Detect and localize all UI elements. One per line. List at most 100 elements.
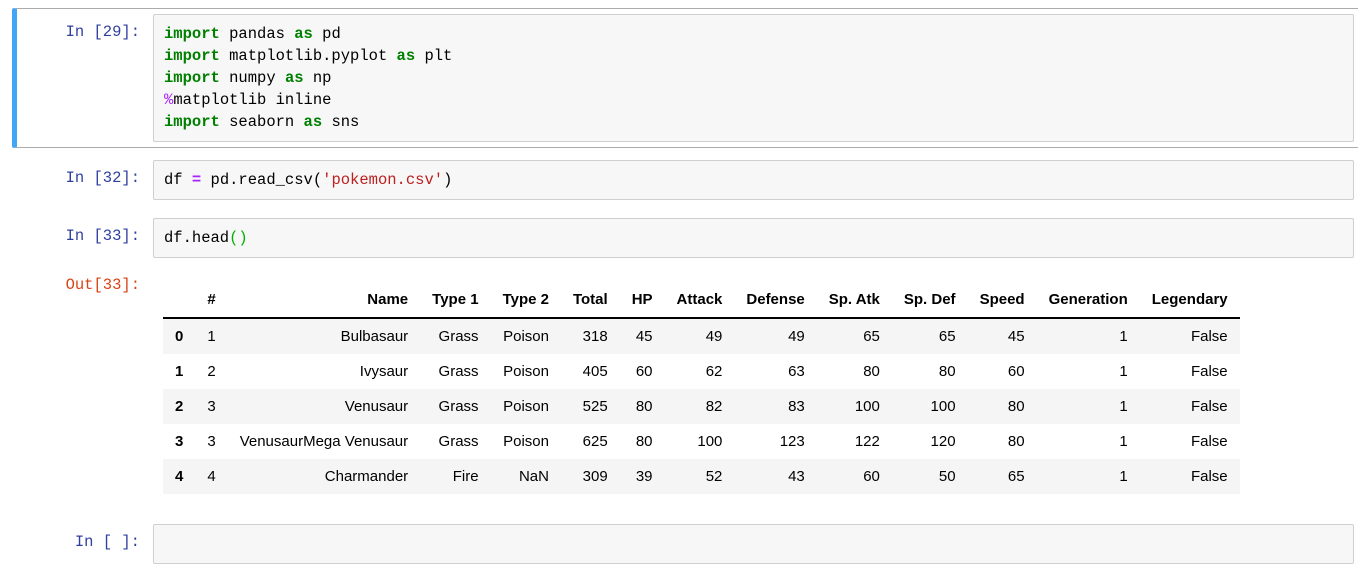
table-cell: False [1190,398,1228,415]
code-token-pl: ) [443,171,453,189]
table-cell: 1 [1119,328,1128,345]
table-cell: 100 [697,433,723,450]
row-index: 0 [175,328,184,345]
code-token-br: () [229,229,248,247]
table-cell: Poison [503,328,549,345]
code-token-op: = [191,171,202,189]
table-cell: 309 [582,468,608,485]
column-header: Total [560,286,620,319]
table-cell: 62 [705,363,723,380]
table-cell: 625 [582,433,608,450]
table-cell: Grass [438,363,479,380]
table-cell: False [1190,328,1228,345]
code-token-pl: df [164,171,192,189]
table-cell: 80 [938,363,956,380]
table-cell: Ivysaur [359,363,409,380]
table-cell: 120 [930,433,956,450]
table-cell: 80 [1007,398,1025,415]
column-header: Sp. Atk [816,286,892,319]
table-cell: False [1190,433,1228,450]
table-cell: 49 [705,328,723,345]
column-header [163,286,196,319]
column-header: Legendary [1139,286,1240,319]
table-cell: 43 [788,468,805,485]
table-cell: 52 [705,468,723,485]
dataframe-table: # Name Type 1 Type 2 Total HP Attack Defense Sp.… [163,286,1240,494]
table-cell: 100 [854,398,880,415]
table-cell: Grass [438,398,479,415]
code-editor[interactable]: import pandas as pd import matplotlib.pyp… [164,23,1343,133]
row-index: 1 [175,363,184,380]
table-cell: NaN [518,468,549,485]
code-editor[interactable]: df.head() [164,227,1343,249]
code-editor[interactable]: df = pd.read_csv('pokemon.csv') [164,169,1343,191]
code-token-kw: as [396,47,416,65]
table-cell: 65 [938,328,956,345]
table-cell: 65 [863,328,880,345]
table-cell: 63 [788,363,805,380]
table-header-row: # Name Type 1 Type 2 Total HP Attack Defense Sp.… [163,286,1240,319]
code-token-kw: as [284,69,304,87]
table-cell: False [1190,363,1228,380]
code-token-pl: matplotlib.pyplot [219,47,397,65]
code-token-pl: df.head [164,229,230,247]
code-cell-in29[interactable]: In [29]: import pandas as pd import matpl… [12,8,1358,148]
table-cell: Fire [452,468,479,485]
code-cell-in33[interactable]: In [33]: df.head() [12,212,1358,264]
table-cell: 45 [1007,328,1025,345]
table-row: 2 3 Venusaur Grass Poison 525 80 82 83 100 100 80 1 F… [163,389,1240,424]
code-line: %matplotlib inline [164,89,1343,111]
code-input[interactable] [153,524,1354,564]
table-cell: 80 [863,363,880,380]
table-cell: Bulbasaur [340,328,409,345]
table-cell: 80 [1007,433,1025,450]
table-cell: 82 [705,398,723,415]
code-cell-in32[interactable]: In [32]: df = pd.read_csv('pokemon.csv') [12,154,1358,206]
table-cell: Poison [503,398,549,415]
column-header: Sp. Def [891,286,968,319]
table-cell: 60 [635,363,653,380]
column-header: Type 1 [420,286,491,319]
table-cell: VenusaurMega Venusaur [239,433,409,450]
code-input[interactable]: df = pd.read_csv('pokemon.csv') [153,160,1354,200]
table-cell: 318 [582,328,608,345]
code-token-pl: np [303,69,332,87]
table-cell: 1 [1119,433,1128,450]
table-cell: 525 [582,398,608,415]
column-header: Speed [967,286,1037,319]
column-header: Attack [664,286,735,319]
input-prompt: In [29]: [65,23,140,41]
code-input[interactable]: import pandas as pd import matplotlib.pyp… [153,14,1354,142]
table-cell: 100 [930,398,956,415]
column-header: HP [619,286,665,319]
table-cell: Grass [438,328,479,345]
table-cell: 80 [635,433,653,450]
row-index: 2 [175,398,184,415]
code-line: import seaborn as sns [164,111,1343,133]
table-cell: 1 [1119,398,1128,415]
table-cell: 83 [788,398,805,415]
empty-code-cell[interactable]: In [ ]: [12,518,1358,570]
code-token-magic: % [164,91,174,109]
table-cell: Charmander [324,468,409,485]
code-line: df.head() [164,227,1343,249]
code-token-pl: numpy [219,69,285,87]
notebook: In [29]: import pandas as pd import matpl… [12,8,1358,570]
column-header: Type 2 [490,286,561,319]
input-prompt: In [32]: [65,169,140,187]
table-cell: 60 [863,468,880,485]
table-row: 3 3 VenusaurMega Venusaur Grass Poison 625 80 1… [163,424,1240,459]
table-row: 0 1 Bulbasaur Grass Poison 318 45 49 49 65 65 45 1 Fa… [163,318,1240,354]
table-cell: 123 [779,433,805,450]
column-header: Generation [1036,286,1140,319]
table-cell: 65 [1007,468,1025,485]
row-index: 4 [175,468,184,485]
table-body: 0 1 Bulbasaur Grass Poison 318 45 49 49 65 65 45 1 Fa… [163,318,1240,494]
code-token-pl: seaborn [219,113,304,131]
code-input[interactable]: df.head() [153,218,1354,258]
code-editor[interactable] [164,533,1343,555]
table-cell: 45 [635,328,653,345]
table-cell: 1 [207,328,216,345]
row-index: 3 [175,433,184,450]
